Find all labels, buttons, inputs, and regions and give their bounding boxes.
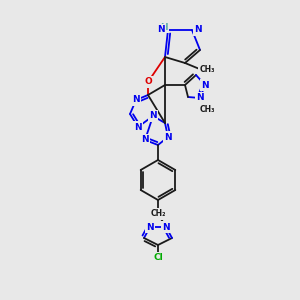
Text: N: N [162, 223, 170, 232]
Text: N: N [164, 133, 172, 142]
Text: N: N [194, 26, 202, 34]
Text: CH₃: CH₃ [199, 65, 215, 74]
Text: N: N [141, 136, 149, 145]
Text: N: N [134, 122, 142, 131]
Text: CH₂: CH₂ [150, 209, 166, 218]
Text: Cl: Cl [153, 254, 163, 262]
Text: N: N [146, 223, 154, 232]
Text: H: H [160, 22, 168, 32]
Text: O: O [144, 77, 152, 86]
Text: N: N [201, 80, 209, 89]
Text: N: N [196, 94, 204, 103]
Text: N: N [157, 26, 165, 34]
Text: N: N [149, 112, 157, 121]
Text: CH₃: CH₃ [199, 106, 215, 115]
Text: N: N [132, 95, 140, 104]
